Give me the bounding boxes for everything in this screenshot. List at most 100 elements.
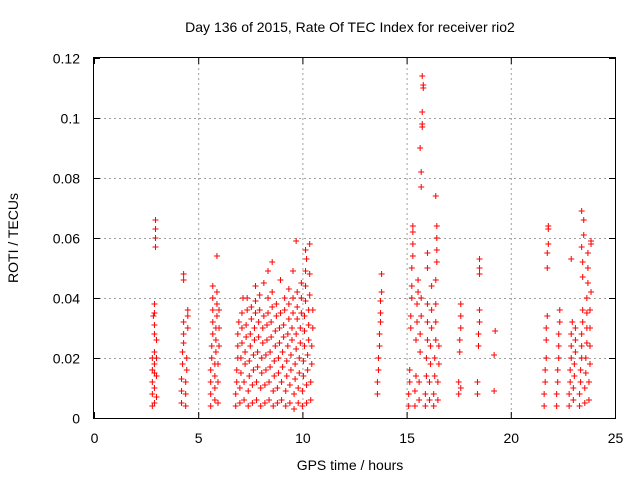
data-point — [426, 379, 433, 385]
data-point — [571, 361, 578, 367]
data-point — [409, 241, 416, 247]
data-point — [432, 193, 439, 199]
data-point — [238, 340, 245, 346]
data-point — [245, 403, 252, 409]
data-point — [209, 283, 216, 289]
data-point — [418, 169, 425, 175]
data-point — [412, 373, 419, 379]
data-point — [308, 343, 315, 349]
data-point — [434, 379, 441, 385]
data-point — [414, 301, 421, 307]
data-point — [256, 307, 263, 313]
data-point — [433, 247, 440, 253]
data-point — [291, 406, 298, 412]
data-point — [567, 379, 574, 385]
data-point — [213, 313, 220, 319]
data-point — [246, 373, 253, 379]
data-point — [491, 388, 498, 394]
data-point — [293, 238, 300, 244]
data-point — [260, 313, 267, 319]
data-point — [408, 283, 415, 289]
data-point — [247, 343, 254, 349]
data-point — [184, 307, 191, 313]
data-point — [271, 358, 278, 364]
data-point — [541, 403, 548, 409]
data-point — [433, 235, 440, 241]
data-point — [568, 256, 575, 262]
data-point — [588, 238, 595, 244]
data-point — [409, 253, 416, 259]
data-point — [422, 403, 429, 409]
data-point — [234, 331, 241, 337]
data-point — [435, 361, 442, 367]
data-point — [584, 265, 591, 271]
data-point — [430, 403, 437, 409]
data-point — [280, 322, 287, 328]
data-point — [578, 343, 585, 349]
data-point — [209, 307, 216, 313]
data-point — [232, 391, 239, 397]
data-point — [152, 217, 159, 223]
data-point — [282, 388, 289, 394]
data-point — [152, 235, 159, 241]
data-point — [151, 331, 158, 337]
y-tick-label: 0.02 — [53, 351, 80, 367]
data-point — [303, 382, 310, 388]
x-tick-label: 25 — [608, 430, 624, 446]
data-point — [455, 391, 462, 397]
data-point — [542, 367, 549, 373]
data-point — [306, 241, 313, 247]
data-point — [257, 403, 264, 409]
data-point — [273, 313, 280, 319]
y-tick-label: 0.06 — [53, 231, 80, 247]
data-point — [405, 403, 412, 409]
data-point — [416, 379, 423, 385]
data-point — [411, 388, 418, 394]
data-point — [568, 343, 575, 349]
data-point — [585, 397, 592, 403]
data-point — [307, 397, 314, 403]
data-point — [277, 277, 284, 283]
data-point — [183, 355, 190, 361]
data-point — [258, 370, 265, 376]
data-point — [302, 298, 309, 304]
data-point — [576, 391, 583, 397]
data-point — [288, 337, 295, 343]
data-point — [284, 331, 291, 337]
data-point — [263, 337, 270, 343]
data-point — [571, 373, 578, 379]
data-point — [151, 385, 158, 391]
data-point — [416, 397, 423, 403]
data-point — [255, 319, 262, 325]
data-point — [241, 397, 248, 403]
data-point — [212, 349, 219, 355]
data-point — [545, 223, 552, 229]
data-point — [260, 280, 267, 286]
data-point — [151, 349, 158, 355]
data-point — [211, 397, 218, 403]
data-point — [579, 274, 586, 280]
data-point — [570, 385, 577, 391]
data-point — [569, 319, 576, 325]
data-point — [290, 295, 297, 301]
data-point — [430, 391, 437, 397]
data-point — [180, 319, 187, 325]
data-point — [476, 271, 483, 277]
data-point — [475, 343, 482, 349]
data-point — [585, 379, 592, 385]
y-tick-label: 0 — [72, 411, 80, 427]
data-point — [579, 259, 586, 265]
data-point — [180, 277, 187, 283]
data-point — [292, 361, 299, 367]
data-point — [249, 382, 256, 388]
data-point — [269, 289, 276, 295]
data-point — [285, 301, 292, 307]
data-point — [151, 322, 158, 328]
chart-title: Day 136 of 2015, Rate Of TEC Index for r… — [185, 19, 515, 35]
data-point — [306, 292, 313, 298]
data-point — [292, 376, 299, 382]
data-point — [261, 382, 268, 388]
data-point — [419, 73, 426, 79]
x-axis-label: GPS time / hours — [297, 457, 404, 473]
data-point — [293, 331, 300, 337]
